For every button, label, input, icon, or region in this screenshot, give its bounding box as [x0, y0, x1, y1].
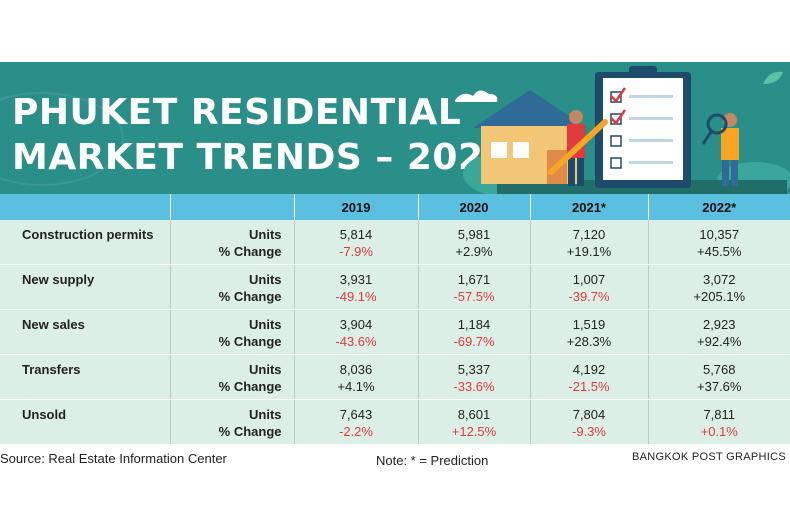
change-label: % Change: [218, 244, 282, 259]
units-value: 7,811: [703, 407, 736, 422]
metric-labels: Units % Change: [169, 220, 294, 265]
change-value: +205.1%: [693, 289, 746, 304]
units-label: Units: [249, 227, 282, 242]
house-checklist-illustration: [455, 66, 790, 194]
value-cell: 2,923 +92.4%: [647, 309, 790, 355]
units-value: 3,931: [339, 272, 373, 287]
units-value: 4,192: [572, 362, 606, 377]
table-row: New sales Units % Change 3,904 -43.6% 1,184 -6…: [0, 309, 790, 355]
value-cell: 5,768 +37.6%: [647, 354, 790, 400]
table-row: Construction permits Units % Change 5,814 -7…: [0, 220, 790, 265]
units-value: 2,923: [702, 317, 736, 332]
value-cell: 7,811 +0.1%: [647, 399, 790, 445]
change-value: -49.1%: [335, 289, 377, 304]
column-header: [169, 194, 294, 220]
units-value: 8,601: [457, 407, 491, 422]
value-cell: 5,981 +2.9%: [417, 220, 530, 265]
table-row: New supply Units % Change 3,931 -49.1% 1,671 -…: [0, 264, 790, 310]
units-value: 3,072: [702, 272, 736, 287]
value-cell: 3,072 +205.1%: [647, 264, 790, 310]
value-cell: 8,601 +12.5%: [417, 399, 530, 445]
units-value: 1,184: [457, 317, 491, 332]
column-header: [0, 194, 170, 220]
change-value: +2.9%: [455, 244, 493, 259]
units-value: 8,036: [339, 362, 373, 377]
change-value: -43.6%: [335, 334, 377, 349]
units-value: 5,814: [339, 227, 373, 242]
value-cell: 1,519 +28.3%: [529, 309, 648, 355]
row-label: Unsold: [0, 399, 170, 445]
change-value: +4.1%: [337, 379, 375, 394]
change-value: +45.5%: [697, 244, 742, 259]
value-cell: 7,804 -9.3%: [529, 399, 648, 445]
value-cell: 3,931 -49.1%: [293, 264, 418, 310]
change-value: +12.5%: [451, 424, 497, 439]
change-label: % Change: [218, 334, 282, 349]
value-cell: 8,036 +4.1%: [293, 354, 418, 400]
units-value: 5,768: [702, 362, 736, 377]
metric-labels: Units % Change: [169, 309, 294, 355]
table-header-row: 2019 2020 2021* 2022*: [0, 194, 790, 220]
units-label: Units: [249, 272, 282, 287]
page-title: PHUKET RESIDENTIAL MARKET TRENDS – 2021-…: [12, 92, 575, 178]
table-row: Transfers Units % Change 8,036 +4.1% 5,337 -33…: [0, 354, 790, 400]
value-cell: 7,643 -2.2%: [293, 399, 418, 445]
column-header-2021: 2021*: [529, 194, 648, 220]
units-value: 7,643: [339, 407, 373, 422]
change-value: +37.6%: [697, 379, 742, 394]
metric-labels: Units % Change: [169, 399, 294, 445]
graphics-credit: BANGKOK POST GRAPHICS: [631, 451, 786, 463]
units-value: 1,671: [457, 272, 491, 287]
value-cell: 1,671 -57.5%: [417, 264, 530, 310]
value-cell: 5,814 -7.9%: [293, 220, 418, 265]
units-label: Units: [249, 317, 282, 332]
column-header-2020: 2020: [417, 194, 530, 220]
change-value: +0.1%: [700, 424, 738, 439]
units-value: 10,357: [699, 227, 740, 242]
row-label: Construction permits: [0, 220, 170, 265]
value-cell: 1,007 -39.7%: [529, 264, 648, 310]
value-cell: 4,192 -21.5%: [529, 354, 648, 400]
units-value: 5,337: [457, 362, 491, 377]
source-note: Source: Real Estate Information Center: [0, 451, 227, 466]
units-value: 1,519: [572, 317, 606, 332]
market-trends-table: 2019 2020 2021* 2022* Construction permi…: [0, 194, 790, 445]
units-label: Units: [249, 407, 282, 422]
change-value: -21.5%: [568, 379, 610, 394]
units-value: 7,804: [572, 407, 606, 422]
units-label: Units: [249, 362, 282, 377]
column-header-2019: 2019: [293, 194, 418, 220]
value-cell: 7,120 +19.1%: [529, 220, 648, 265]
units-value: 1,007: [572, 272, 606, 287]
change-value: +92.4%: [697, 334, 742, 349]
value-cell: 10,357 +45.5%: [647, 220, 790, 265]
value-cell: 3,904 -43.6%: [293, 309, 418, 355]
change-value: -39.7%: [568, 289, 610, 304]
change-label: % Change: [218, 379, 282, 394]
row-label: Transfers: [0, 354, 170, 400]
metric-labels: Units % Change: [169, 264, 294, 310]
change-value: -7.9%: [339, 244, 373, 259]
value-cell: 1,184 -69.7%: [417, 309, 530, 355]
units-value: 5,981: [457, 227, 491, 242]
column-header-2022: 2022*: [647, 194, 790, 220]
change-value: -57.5%: [453, 289, 495, 304]
change-value: -33.6%: [453, 379, 495, 394]
units-value: 7,120: [572, 227, 606, 242]
change-value: +19.1%: [566, 244, 612, 259]
units-value: 3,904: [339, 317, 373, 332]
metric-labels: Units % Change: [169, 354, 294, 400]
prediction-note: Note: * = Prediction: [376, 453, 489, 468]
change-value: -9.3%: [572, 424, 606, 439]
change-value: -2.2%: [339, 424, 373, 439]
change-label: % Change: [218, 289, 282, 304]
table-row: Unsold Units % Change 7,643 -2.2% 8,601 +12.5%…: [0, 399, 790, 445]
row-label: New sales: [0, 309, 170, 355]
change-label: % Change: [218, 424, 282, 439]
change-value: -69.7%: [453, 334, 495, 349]
change-value: +28.3%: [566, 334, 612, 349]
value-cell: 5,337 -33.6%: [417, 354, 530, 400]
row-label: New supply: [0, 264, 170, 310]
